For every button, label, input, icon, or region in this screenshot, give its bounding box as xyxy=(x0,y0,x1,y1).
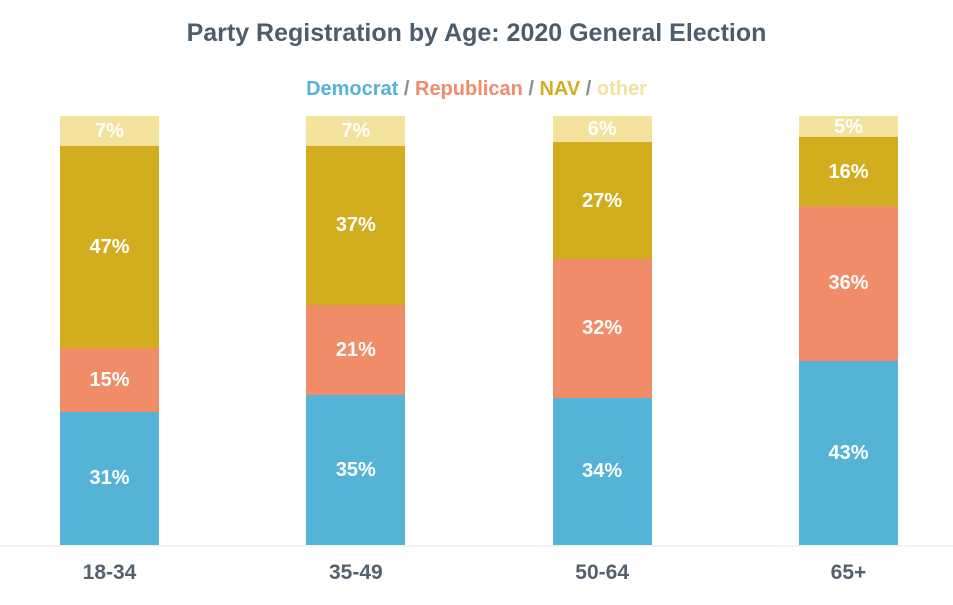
x-axis-label: 35-49 xyxy=(328,561,383,584)
legend-separator: / xyxy=(580,78,597,100)
value-label-nav: 16% xyxy=(828,160,869,183)
stacked-bar: 7% 47% 15% 31% xyxy=(60,116,159,545)
bar-segment-democrat: 34% xyxy=(552,397,652,545)
chart-legend: Democrat / Republican / NAV / other xyxy=(0,78,953,101)
legend-item-nav: NAV xyxy=(539,78,581,100)
legend-separator: / xyxy=(398,78,416,100)
bar-column-18-34: 7% 47% 15% 31% 18-34 xyxy=(60,116,159,585)
value-label-republican: 32% xyxy=(582,317,623,340)
chart-area: 7% 47% 15% 31% 18-34 7% 37% 21% 35% 35-49 6% 27% 32%… xyxy=(0,116,953,585)
value-label-other: 7% xyxy=(341,120,371,142)
bar-segment-nav: 16% xyxy=(798,137,898,207)
value-label-other: 6% xyxy=(587,118,617,140)
value-label-republican: 15% xyxy=(89,368,130,391)
bar-segment-other: 5% xyxy=(798,116,898,138)
bar-column-50-64: 6% 27% 32% 34% 50-64 xyxy=(552,116,652,585)
bar-segment-nav: 37% xyxy=(306,146,406,305)
bar-column-65plus: 5% 16% 36% 43% 65+ xyxy=(798,116,898,585)
bar-segment-nav: 27% xyxy=(552,142,652,259)
bar-column-35-49: 7% 37% 21% 35% 35-49 xyxy=(306,116,406,585)
value-label-democrat: 35% xyxy=(335,458,376,481)
bar-segment-republican: 32% xyxy=(552,259,652,398)
stacked-bar: 7% 37% 21% 35% xyxy=(306,116,406,545)
stacked-bar-chart: 7% 47% 15% 31% 18-34 7% 37% 21% 35% 35-49 6% 27% 32%… xyxy=(0,116,953,585)
x-axis-baseline xyxy=(0,545,953,547)
value-label-nav: 37% xyxy=(335,214,376,237)
value-label-republican: 21% xyxy=(335,338,376,361)
value-label-other: 5% xyxy=(834,116,863,138)
bar-segment-democrat: 35% xyxy=(306,394,406,545)
x-axis-label: 65+ xyxy=(830,561,867,584)
value-label-democrat: 43% xyxy=(828,441,869,464)
legend-item-republican: Republican xyxy=(415,78,523,100)
bar-segment-other: 7% xyxy=(60,116,159,147)
chart-title: Party Registration by Age: 2020 General … xyxy=(186,19,767,47)
bar-segment-republican: 36% xyxy=(798,206,898,361)
x-axis-label: 50-64 xyxy=(575,561,630,584)
legend-item-democrat: Democrat xyxy=(306,78,399,100)
stacked-bar: 5% 16% 36% 43% xyxy=(798,116,898,545)
legend-separator: / xyxy=(522,78,540,100)
stacked-bar: 6% 27% 32% 34% xyxy=(552,116,652,545)
bar-segment-democrat: 31% xyxy=(60,411,159,545)
bar-segment-nav: 47% xyxy=(60,146,159,348)
bar-segment-republican: 21% xyxy=(306,304,406,395)
x-axis-label: 18-34 xyxy=(82,561,137,584)
value-label-nav: 27% xyxy=(582,189,623,212)
value-label-democrat: 31% xyxy=(89,467,130,490)
bar-segment-democrat: 43% xyxy=(798,360,898,545)
legend-item-other: other xyxy=(596,78,647,100)
bar-segment-other: 7% xyxy=(306,116,406,147)
value-label-democrat: 34% xyxy=(582,460,623,483)
value-label-other: 7% xyxy=(95,120,124,142)
bar-segment-republican: 15% xyxy=(60,347,159,412)
bar-segment-other: 6% xyxy=(552,116,652,142)
value-label-republican: 36% xyxy=(828,272,869,295)
value-label-nav: 47% xyxy=(89,235,130,258)
